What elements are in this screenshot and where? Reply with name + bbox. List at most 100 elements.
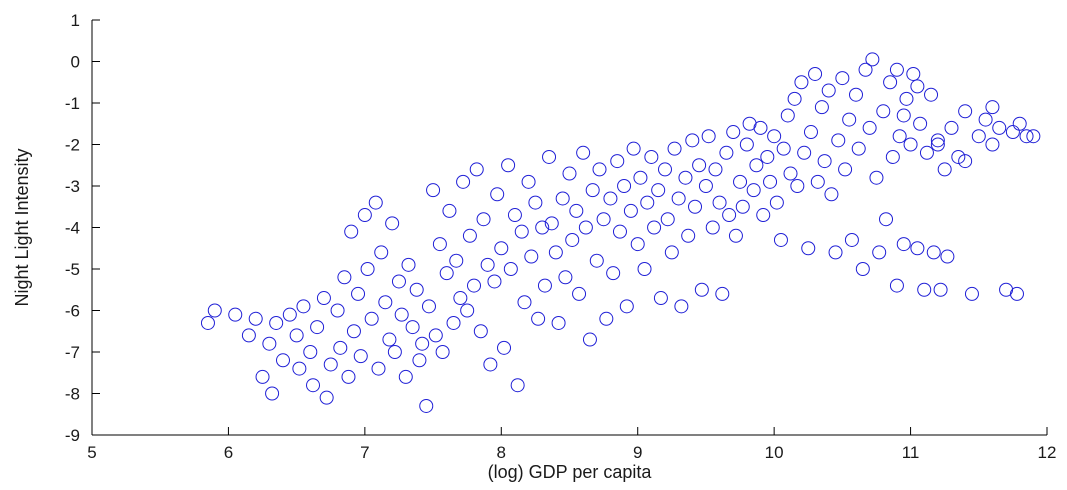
data-point: [842, 112, 857, 127]
data-point: [964, 286, 979, 301]
data-point: [660, 212, 675, 227]
data-point: [353, 349, 368, 364]
data-point: [896, 108, 911, 123]
data-point: [773, 232, 788, 247]
data-point: [735, 199, 750, 214]
data-point: [391, 274, 406, 289]
data-point: [705, 220, 720, 235]
data-point: [824, 187, 839, 202]
data-point: [626, 141, 641, 156]
data-point: [674, 299, 689, 314]
y-tick-label: -9: [65, 426, 80, 445]
data-point: [808, 66, 823, 81]
data-point: [701, 129, 716, 144]
x-tick-label: 6: [224, 443, 233, 462]
data-point: [872, 245, 887, 260]
data-point: [828, 245, 843, 260]
x-tick-label: 12: [1038, 443, 1057, 462]
data-point: [780, 108, 795, 123]
data-point: [671, 191, 686, 206]
data-point: [951, 149, 966, 164]
data-point: [681, 228, 696, 243]
data-point: [985, 137, 1000, 152]
data-point: [200, 315, 215, 330]
data-point: [303, 345, 318, 359]
data-point: [862, 120, 877, 135]
data-point: [578, 220, 593, 235]
data-point: [599, 311, 614, 326]
data-point: [763, 174, 778, 189]
data-point: [531, 311, 546, 326]
data-point: [692, 158, 707, 173]
data-point: [644, 149, 659, 164]
data-point: [494, 241, 509, 256]
data-points: [200, 52, 1041, 413]
data-point: [667, 141, 682, 156]
data-point: [876, 104, 891, 119]
data-point: [603, 191, 618, 206]
data-point: [565, 232, 580, 247]
data-point: [651, 183, 666, 198]
data-point: [535, 220, 550, 235]
data-point: [664, 245, 679, 260]
data-point: [712, 195, 727, 210]
data-point: [844, 232, 859, 247]
data-point: [835, 71, 850, 86]
data-point: [623, 203, 638, 218]
data-point: [831, 133, 846, 148]
data-point: [838, 162, 853, 177]
data-point: [409, 282, 424, 297]
data-point: [879, 212, 894, 227]
x-tick-label: 5: [87, 443, 96, 462]
data-point: [394, 307, 409, 322]
y-tick-label: -4: [65, 219, 80, 238]
data-point: [585, 183, 600, 198]
data-point: [869, 170, 884, 185]
x-tick-label: 9: [633, 443, 642, 462]
data-point: [903, 137, 918, 152]
data-point: [490, 187, 505, 202]
data-point: [562, 166, 577, 181]
data-point: [228, 307, 243, 322]
data-point: [930, 137, 945, 152]
data-point: [794, 75, 809, 90]
data-point: [360, 262, 375, 276]
data-point: [368, 195, 383, 210]
data-point: [544, 216, 559, 231]
data-point: [728, 228, 743, 243]
data-point: [460, 303, 475, 318]
y-tick-label: -3: [65, 177, 80, 196]
data-point: [883, 75, 898, 90]
data-point: [930, 133, 945, 148]
y-tick-label: -5: [65, 260, 80, 279]
data-point: [467, 278, 481, 293]
data-point: [289, 328, 304, 343]
data-point: [387, 345, 402, 359]
data-point: [521, 174, 536, 189]
data-point: [926, 245, 941, 260]
data-point: [337, 270, 352, 285]
data-point: [885, 149, 900, 164]
data-point: [821, 83, 836, 98]
data-point: [896, 237, 911, 252]
data-point: [439, 266, 454, 281]
data-point: [582, 332, 597, 347]
data-point: [524, 249, 539, 264]
x-tick-label: 10: [765, 443, 784, 462]
data-point: [497, 340, 512, 355]
data-point: [310, 320, 325, 335]
data-point: [319, 390, 334, 405]
data-point: [341, 369, 356, 384]
data-point: [767, 129, 782, 144]
data-point: [958, 104, 973, 119]
data-point: [510, 378, 525, 393]
data-point: [906, 66, 921, 81]
data-point: [351, 286, 366, 301]
y-tick-label: -1: [65, 94, 80, 113]
data-point: [913, 116, 928, 131]
tick-marks: 5 6 7 8 9 10 11 12 -9 -8 -7 -6 -5 -4 -3 -2 -1 0 1: [65, 11, 1057, 462]
data-point: [592, 162, 607, 177]
data-point: [889, 62, 904, 77]
